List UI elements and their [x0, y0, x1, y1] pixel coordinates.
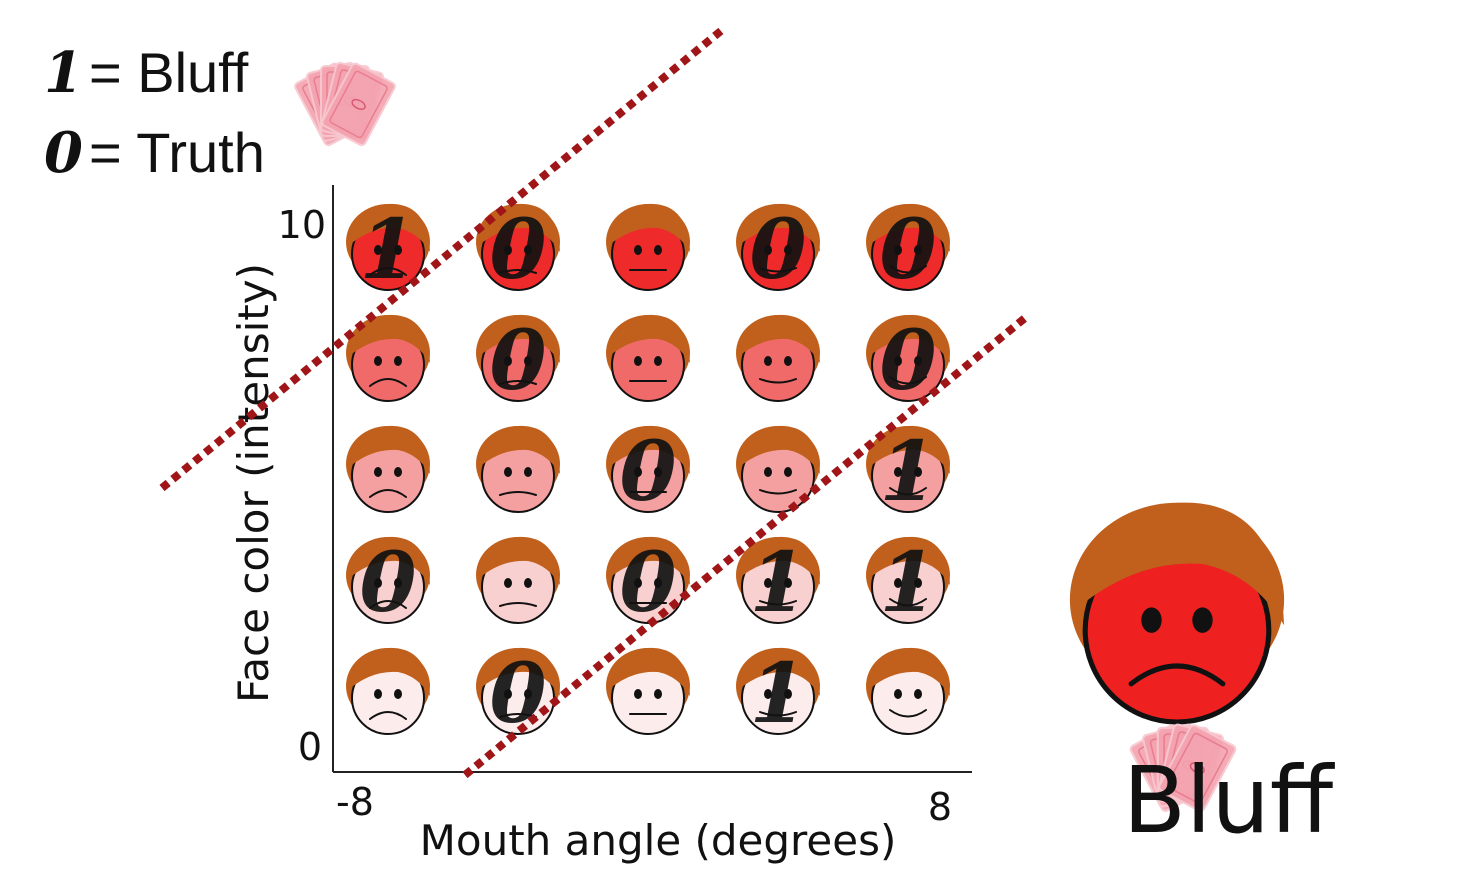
bluff-truth-label: 1: [879, 424, 936, 520]
eye: [914, 689, 922, 699]
bluff-truth-label: 0: [619, 535, 676, 631]
eye: [894, 689, 902, 699]
eye: [784, 356, 792, 366]
x-axis-label: Mouth angle (degrees): [420, 816, 897, 865]
bluff-truth-label: 0: [359, 535, 416, 631]
face: [1070, 503, 1284, 723]
example-bluff-face: [1070, 503, 1284, 723]
eye: [374, 689, 382, 699]
eye: [524, 467, 532, 477]
x-max-label: 8: [928, 785, 952, 829]
y-max-label: 10: [278, 203, 326, 247]
eye: [634, 245, 642, 255]
eye: [654, 689, 662, 699]
bluff-truth-label: 1: [879, 535, 936, 631]
eye: [764, 467, 772, 477]
face: [606, 648, 690, 734]
eye: [394, 689, 402, 699]
bluff-truth-label: 0: [489, 202, 546, 298]
eye: [1141, 607, 1161, 633]
face: [346, 648, 430, 734]
x-min-label: -8: [336, 780, 374, 824]
bluff-truth-label: 0: [619, 424, 676, 520]
bluff-truth-label: 1: [749, 535, 806, 631]
eye: [504, 467, 512, 477]
bluff-truth-label: 1: [359, 202, 416, 298]
eye: [374, 356, 382, 366]
eye: [634, 689, 642, 699]
face: [606, 204, 690, 290]
eye: [524, 578, 532, 588]
eye: [654, 356, 662, 366]
eye: [654, 245, 662, 255]
example-label: Bluff: [1123, 747, 1336, 854]
eye: [374, 467, 382, 477]
eye: [1192, 607, 1212, 633]
bluff-truth-label: 0: [879, 202, 936, 298]
face: [476, 426, 560, 512]
face: [866, 648, 950, 734]
face-grid: 1 0 0 00 00 10 0 1 10 1: [346, 202, 950, 742]
face: [736, 315, 820, 401]
eye: [504, 578, 512, 588]
eye: [634, 356, 642, 366]
bluff-truth-label: 0: [489, 313, 546, 409]
face: [476, 537, 560, 623]
y-axis-label: Face color (intensity): [229, 263, 278, 703]
eye: [764, 356, 772, 366]
y-min-label: 0: [298, 725, 322, 769]
bluff-truth-label: 0: [879, 313, 936, 409]
face: [346, 426, 430, 512]
eye: [784, 467, 792, 477]
eye: [394, 356, 402, 366]
face: [606, 315, 690, 401]
bluff-truth-label: 1: [749, 646, 806, 742]
eye: [394, 467, 402, 477]
bluff-truth-label: 0: [749, 202, 806, 298]
playing-cards-icon: [294, 62, 396, 146]
